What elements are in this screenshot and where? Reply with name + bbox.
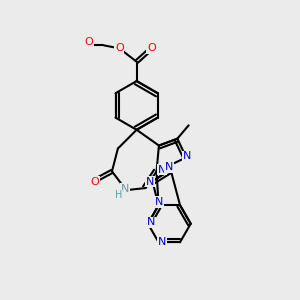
Text: N: N [165,162,173,172]
Text: O: O [147,44,156,53]
Text: N: N [146,177,154,187]
Text: O: O [90,176,99,187]
Text: N: N [183,151,191,161]
Text: N: N [147,217,156,227]
Text: O: O [115,44,124,53]
Text: H: H [115,190,122,200]
Text: N: N [121,184,129,194]
Text: N: N [158,165,166,175]
Text: N: N [155,197,163,207]
Text: O: O [85,37,93,47]
Text: N: N [158,237,166,247]
